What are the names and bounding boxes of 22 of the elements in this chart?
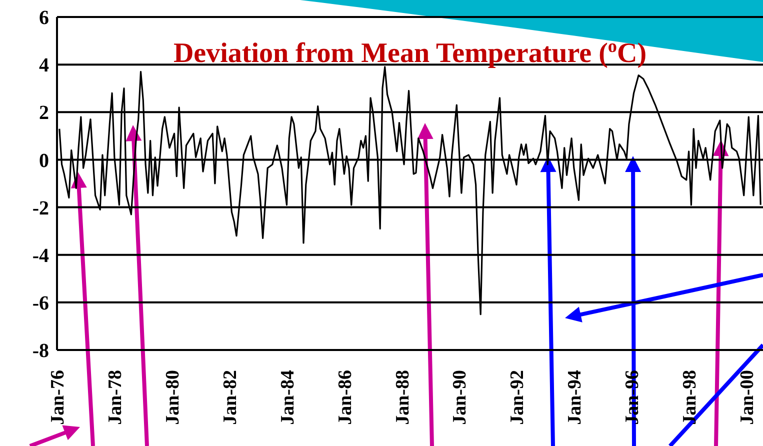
x-tick-label: Jan-00 [736, 370, 758, 425]
y-tick-label: -8 [32, 340, 49, 362]
x-tick-label: Jan-98 [679, 370, 700, 425]
x-tick-label: Jan-78 [105, 370, 126, 425]
x-tick-label: Jan-88 [392, 370, 414, 425]
y-tick-label: 4 [39, 54, 49, 77]
x-tick-label: Jan-96 [622, 370, 644, 425]
x-tick-label: Jan-76 [48, 370, 69, 425]
y-tick-label: 0 [39, 150, 49, 172]
y-tick-label: -6 [32, 292, 49, 315]
text: Deviation from Mean Temperature ($^{o}$C) [173, 36, 647, 69]
x-tick-label: Jan-94 [564, 370, 586, 425]
x-tick-label: Jan-92 [507, 370, 528, 425]
x-tick-label: Jan-84 [277, 370, 298, 425]
y-tick-label: -4 [32, 244, 49, 267]
x-tick-label: Jan-80 [162, 370, 184, 425]
x-tick-label: Jan-90 [450, 370, 471, 425]
y-tick-label: 6 [39, 7, 49, 30]
y-tick-label: 2 [39, 102, 49, 124]
y-tick-label: -2 [32, 197, 49, 220]
x-tick-label: Jan-86 [334, 370, 356, 425]
x-tick-label: Jan-82 [220, 370, 241, 425]
